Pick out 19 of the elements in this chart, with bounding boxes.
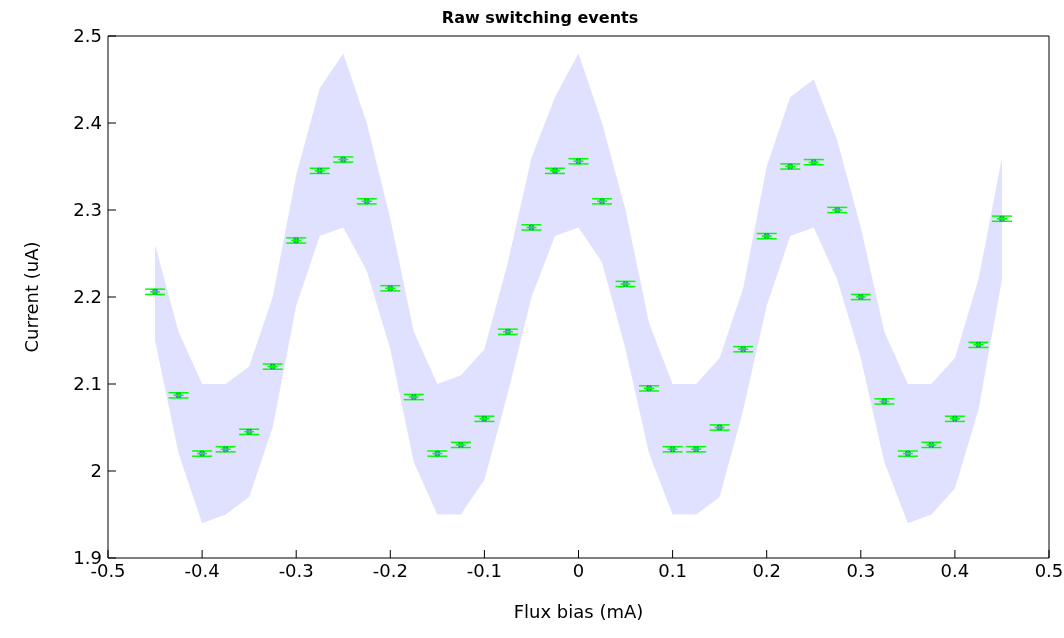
y-tick-label: 2.3 — [73, 199, 102, 221]
x-tick-label: 0 — [572, 559, 585, 581]
x-tick-label: 0.2 — [752, 559, 782, 581]
x-tick-label: 0.5 — [1034, 559, 1064, 581]
x-tick-label: -0.3 — [278, 559, 314, 581]
x-tick-label: 0.3 — [846, 559, 876, 581]
x-tick-label: 0.1 — [658, 559, 687, 581]
x-tick-label: -0.1 — [466, 559, 502, 581]
y-tick-label: 2.5 — [73, 25, 102, 47]
chart-title: Raw switching events — [440, 8, 640, 27]
y-axis-title: Current (uA) — [21, 241, 43, 353]
y-tick-label: 2 — [90, 460, 102, 482]
y-tick-label: 2.1 — [73, 373, 102, 395]
x-tick-label: 0.4 — [940, 559, 970, 581]
y-tick-label: 2.2 — [73, 286, 102, 308]
x-axis-title: Flux bias (mA) — [513, 601, 644, 622]
x-tick-label: -0.2 — [372, 559, 408, 581]
x-tick-label: -0.4 — [184, 559, 220, 581]
y-tick-label: 2.4 — [73, 112, 102, 134]
